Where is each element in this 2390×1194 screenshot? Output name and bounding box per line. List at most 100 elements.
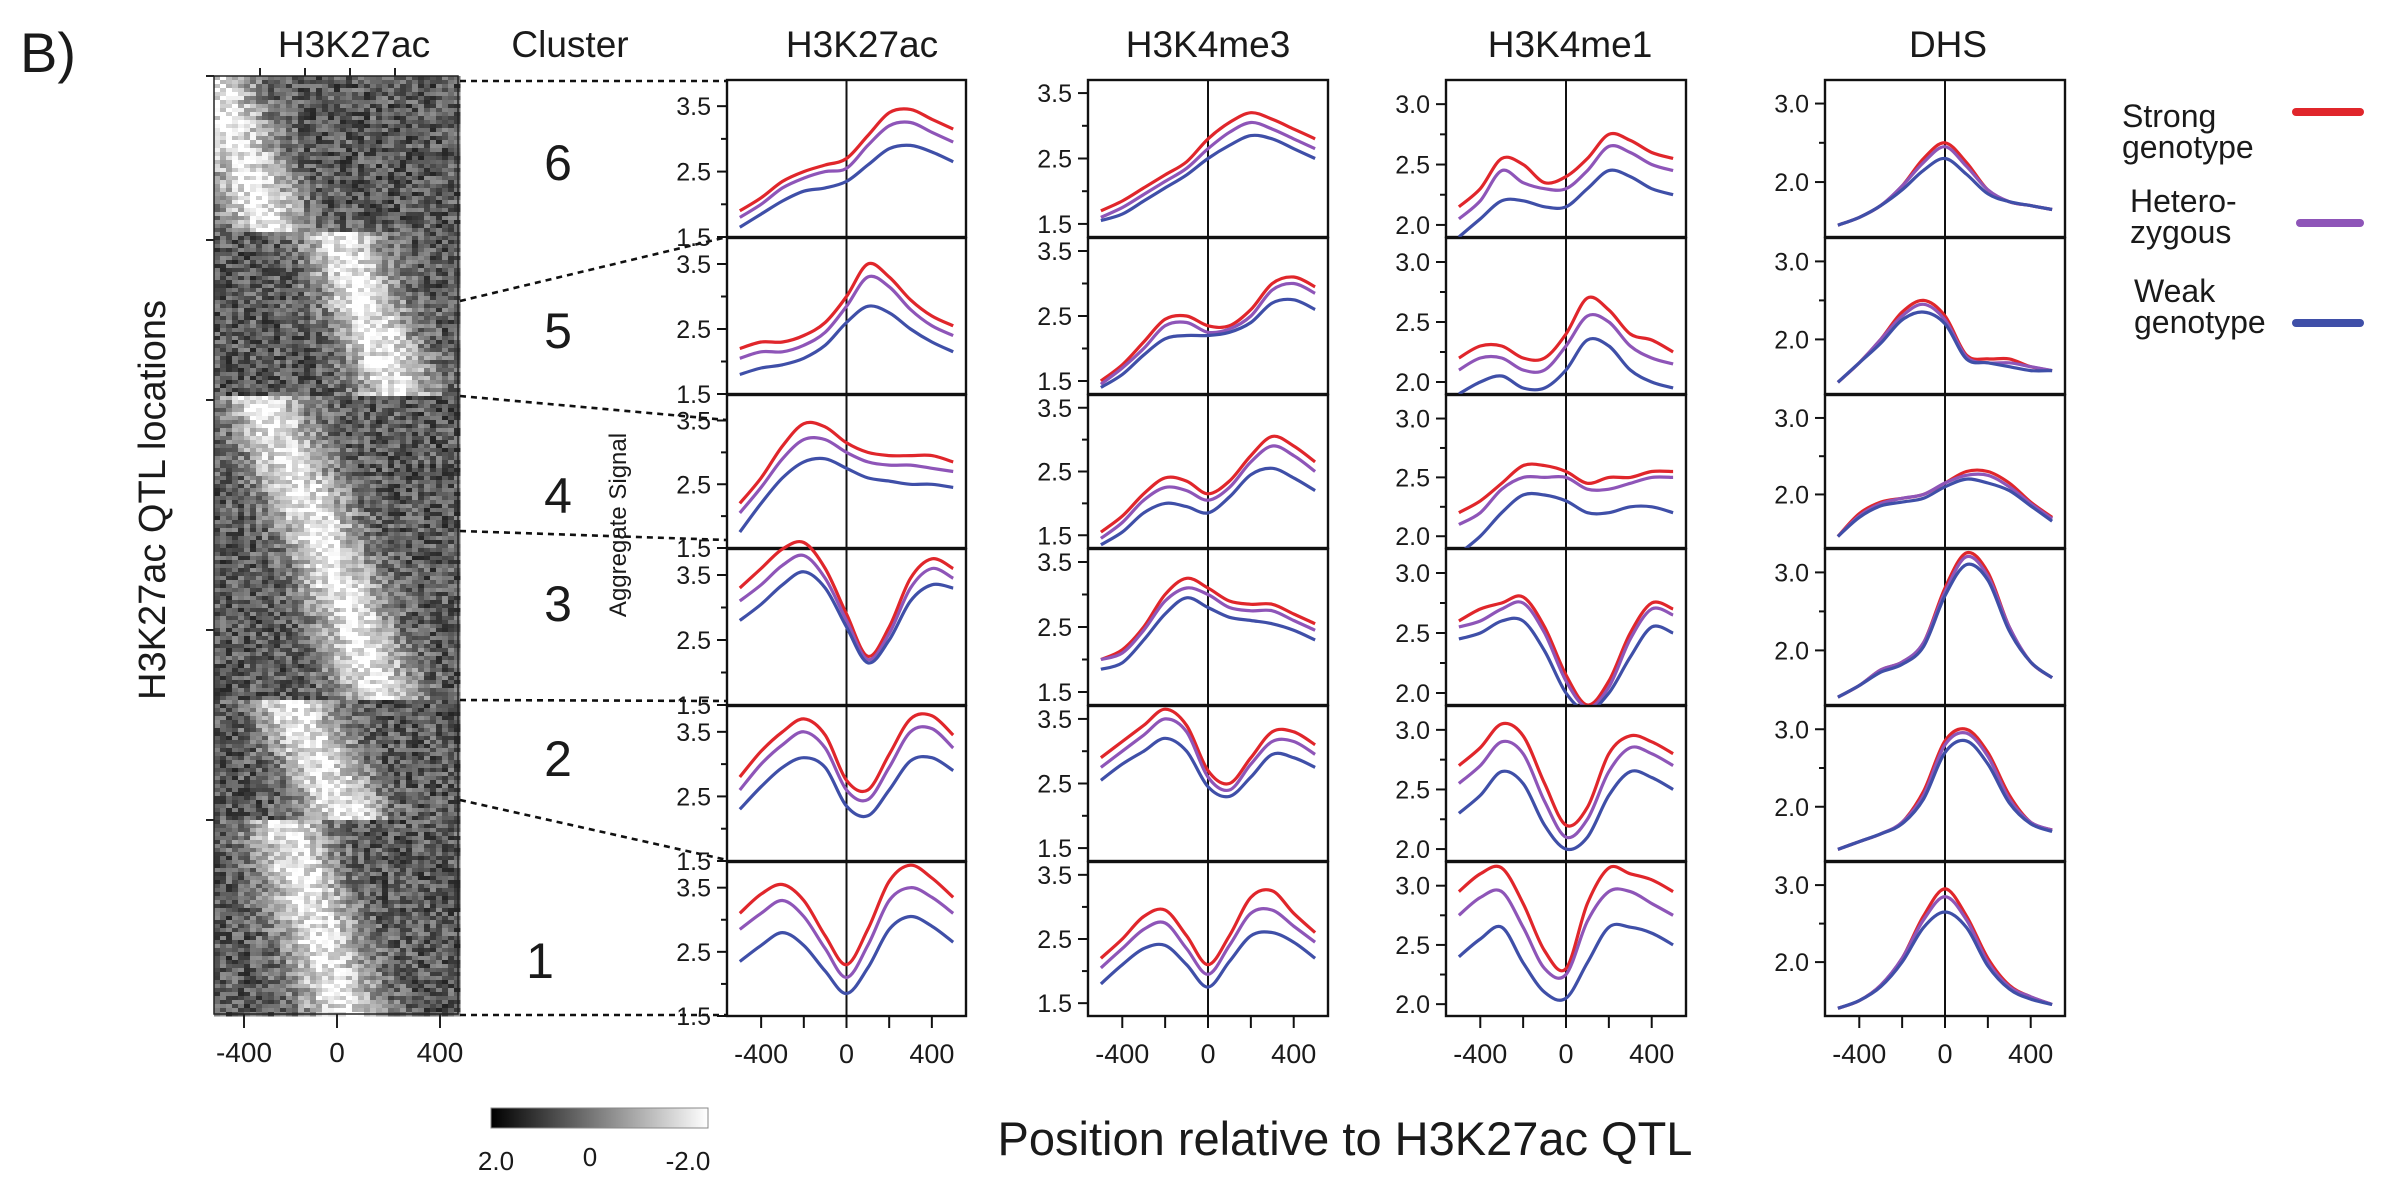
series-line-strong xyxy=(1457,721,1674,828)
series-line-hetero xyxy=(1836,472,2054,538)
series-line-strong xyxy=(738,107,954,213)
y-tick-label: 1.5 xyxy=(676,224,711,252)
y-tick-label: 2.0 xyxy=(1395,212,1430,240)
y-tick-label: 1.5 xyxy=(676,692,711,720)
colorbar-tick-label: -2.0 xyxy=(666,1146,711,1176)
legend-label-line2: genotype xyxy=(2122,129,2254,165)
line-panels: 1.52.53.51.52.53.51.52.53.51.52.53.51.52… xyxy=(676,78,2067,1069)
legend-label-line2: zygous xyxy=(2130,214,2231,250)
y-tick-label: 2.0 xyxy=(1774,169,1809,197)
series-line-weak xyxy=(1837,562,2054,699)
x-tick-label: 0 xyxy=(1200,1039,1215,1069)
panel-cluster-5: 2.0 3.0 xyxy=(1774,236,2067,396)
y-tick-label: 3.5 xyxy=(1037,862,1072,890)
legend-label-line1: Weak xyxy=(2134,273,2216,309)
cluster-connector xyxy=(459,394,728,422)
panel-cluster-2: 2.0 2.5 3.0 xyxy=(1395,704,1688,864)
series-line-weak xyxy=(738,143,954,229)
panel-cluster-5: 1.5 2.5 3.5 xyxy=(676,236,968,409)
y-tick-label: 1.5 xyxy=(676,848,711,876)
panel-cluster-2: 2.0 3.0 xyxy=(1774,704,2067,863)
heatmap-xtick-label: 0 xyxy=(329,1037,345,1068)
series-line-strong xyxy=(738,712,955,794)
y-tick-label: 3.5 xyxy=(1037,706,1072,734)
column-title: DHS xyxy=(1909,24,1987,65)
series-line-hetero xyxy=(738,436,954,514)
series-line-hetero xyxy=(1458,312,1674,374)
series-line-weak xyxy=(1457,769,1674,852)
y-tick-label: 3.0 xyxy=(1774,405,1809,433)
y-tick-label: 1.5 xyxy=(1037,679,1072,707)
panel-cluster-5: 1.5 2.5 3.5 xyxy=(1037,236,1330,396)
panel-cluster-6: 1.5 2.5 3.5 xyxy=(676,78,968,252)
series-line-weak xyxy=(1837,156,2053,227)
series-line-hetero xyxy=(1099,444,1317,540)
y-tick-label: 2.5 xyxy=(1395,776,1430,804)
panel-cluster-1: 2.0 2.5 3.0 xyxy=(1395,860,1688,1019)
series-line-hetero xyxy=(1836,302,2053,384)
series-line-strong xyxy=(1100,111,1316,213)
cluster-connector xyxy=(459,235,728,303)
x-tick-label: 400 xyxy=(909,1039,954,1069)
x-tick-label: -400 xyxy=(1453,1039,1507,1069)
column-title: H3K4me1 xyxy=(1488,24,1653,65)
series-line-hetero xyxy=(1458,474,1674,526)
series-line-hetero xyxy=(739,274,954,360)
panel-cluster-3: 1.5 2.5 3.5 xyxy=(1037,547,1330,707)
y-axis-title: Aggregate Signal xyxy=(605,433,632,617)
y-tick-label: 3.5 xyxy=(676,562,711,590)
y-tick-label: 3.5 xyxy=(676,251,711,279)
cluster-number: 6 xyxy=(544,135,572,191)
heatmap-ylabel: H3K27ac QTL locations xyxy=(132,300,174,700)
series-line-strong xyxy=(1457,131,1674,209)
y-tick-label: 2.5 xyxy=(1037,459,1072,487)
x-tick-label: 400 xyxy=(2008,1039,2053,1069)
y-tick-label: 3.0 xyxy=(1774,559,1809,587)
y-tick-label: 2.0 xyxy=(1774,794,1809,822)
y-tick-label: 2.0 xyxy=(1395,836,1430,864)
colorbar xyxy=(490,1107,709,1129)
panel-cluster-2: 1.5 2.5 3.5 xyxy=(676,704,968,876)
x-axis: -400 0 400 xyxy=(1095,1016,1316,1069)
y-tick-label: 2.5 xyxy=(1037,146,1072,174)
panel-label: B) xyxy=(20,21,76,84)
y-tick-label: 1.5 xyxy=(1037,990,1072,1018)
series-line-weak xyxy=(738,754,955,819)
series-line-hetero xyxy=(1099,717,1316,793)
panel-cluster-1: 1.5 2.5 3.5 xyxy=(676,860,968,1031)
x-tick-label: 400 xyxy=(1271,1039,1316,1069)
y-tick-label: 2.5 xyxy=(1395,464,1430,492)
series-line-weak xyxy=(1458,336,1674,396)
panel-cluster-4: 2.0 3.0 xyxy=(1774,393,2067,550)
x-tick-label: -400 xyxy=(1832,1039,1886,1069)
panel-cluster-2: 1.5 2.5 3.5 xyxy=(1037,704,1330,863)
x-tick-label: 400 xyxy=(1629,1039,1674,1069)
y-tick-label: 3.0 xyxy=(1395,91,1430,119)
column-h3k27ac: 1.52.53.51.52.53.51.52.53.51.52.53.51.52… xyxy=(676,78,968,1069)
legend-label-line1: Hetero- xyxy=(2130,183,2237,219)
x-axis: -400 0 400 xyxy=(734,1016,954,1069)
y-tick-label: 2.5 xyxy=(676,627,711,655)
y-tick-label: 3.0 xyxy=(1774,248,1809,276)
y-tick-label: 3.0 xyxy=(1774,872,1809,900)
series-line-weak xyxy=(1836,310,2053,384)
panel-cluster-4: 1.5 2.5 3.5 xyxy=(1037,393,1330,550)
y-tick-label: 3.5 xyxy=(1037,549,1072,577)
y-tick-label: 2.5 xyxy=(676,316,711,344)
y-tick-label: 3.0 xyxy=(1774,91,1809,119)
y-tick-label: 2.0 xyxy=(1774,637,1809,665)
y-tick-label: 3.0 xyxy=(1395,406,1430,434)
series-line-strong xyxy=(1458,594,1674,707)
y-tick-label: 1.5 xyxy=(676,381,711,409)
y-tick-label: 2.0 xyxy=(1395,680,1430,708)
series-line-strong xyxy=(738,539,954,658)
y-tick-label: 2.0 xyxy=(1395,369,1430,397)
series-line-strong xyxy=(1458,295,1674,362)
y-tick-label: 3.5 xyxy=(676,93,711,121)
heatmap-title: H3K27ac xyxy=(278,24,430,65)
series-line-hetero xyxy=(738,120,954,219)
column-h3k4me1: 2.02.53.02.02.53.02.02.53.02.02.53.02.02… xyxy=(1395,78,1688,1069)
cluster-number: 4 xyxy=(544,468,572,524)
y-tick-label: 3.5 xyxy=(1037,238,1072,266)
y-tick-label: 3.0 xyxy=(1395,249,1430,277)
